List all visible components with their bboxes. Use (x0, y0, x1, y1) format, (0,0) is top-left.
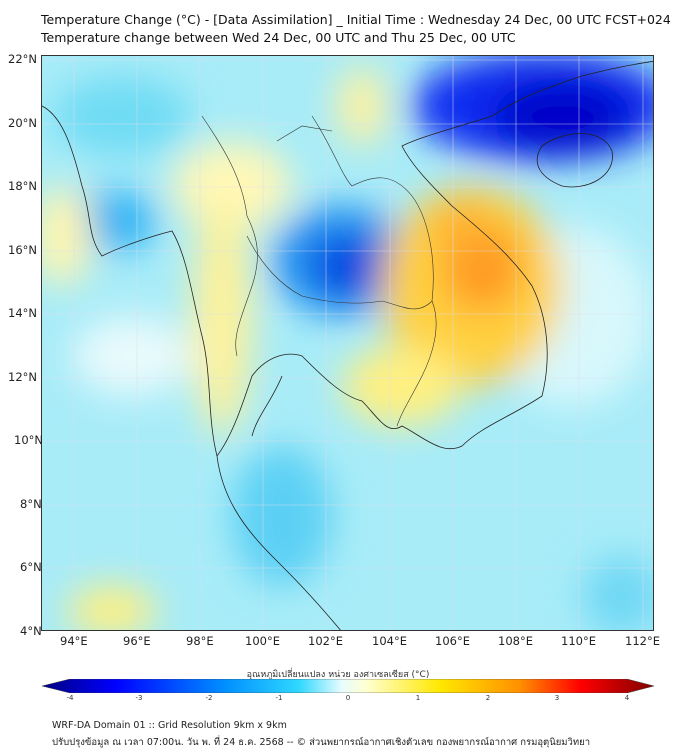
lon-label: 108°E (498, 634, 533, 648)
colorbar-tick: -4 (66, 694, 74, 702)
lat-label: 6°N (20, 560, 42, 574)
colorbar-tick: -3 (135, 694, 143, 702)
lat-label: 10°N (14, 433, 43, 447)
map-title: Temperature Change (°C) - [Data Assimila… (41, 12, 671, 27)
lon-label: 100°E (245, 634, 280, 648)
colorbar-tick: 1 (415, 694, 421, 702)
colorbar-tick: 2 (485, 694, 491, 702)
lon-label: 96°E (123, 634, 151, 648)
lat-label: 8°N (20, 497, 42, 511)
lon-label: 98°E (186, 634, 214, 648)
footer-credit: ปรับปรุงข้อมูล ณ เวลา 07:00น. วัน พ. ที่… (52, 737, 591, 748)
temperature-change-map (41, 55, 654, 631)
lat-label: 16°N (8, 243, 37, 257)
lon-label: 110°E (561, 634, 596, 648)
lat-label: 22°N (8, 52, 37, 66)
lon-label: 106°E (435, 634, 470, 648)
colorbar-tick: 0 (345, 694, 351, 702)
lat-label: 14°N (8, 306, 37, 320)
lon-label: 104°E (372, 634, 407, 648)
coastlines (42, 60, 653, 630)
temperature-field (42, 56, 653, 630)
lon-label: 94°E (60, 634, 88, 648)
colorbar-tick: -2 (205, 694, 213, 702)
graticule (42, 56, 653, 630)
borders (201, 115, 437, 427)
colorbar-tick: 4 (624, 694, 630, 702)
colorbar-title: อุณหภูมิเปลี่ยนแปลง หน่วย องศาเซลเซียส (… (246, 670, 430, 680)
colorbar-tick: 3 (554, 694, 560, 702)
colorbar-tick: -1 (275, 694, 283, 702)
lon-label: 102°E (308, 634, 343, 648)
lon-label: 112°E (625, 634, 660, 648)
colorbar (42, 679, 654, 693)
lat-label: 12°N (8, 370, 37, 384)
field-and-coastlines (42, 56, 653, 630)
lat-label: 4°N (20, 624, 42, 638)
lat-label: 18°N (8, 179, 37, 193)
lat-label: 20°N (8, 116, 37, 130)
footer-model-info: WRF-DA Domain 01 :: Grid Resolution 9km … (52, 720, 287, 731)
map-subtitle: Temperature change between Wed 24 Dec, 0… (41, 30, 516, 45)
